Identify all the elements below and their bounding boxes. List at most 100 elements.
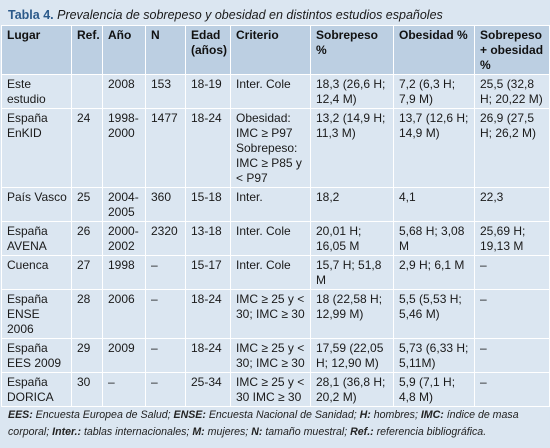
footnote-text: referencia bibliográfica. xyxy=(373,426,487,438)
cell-criterio: IMC ≥ 25 y < 30; IMC ≥ 30 xyxy=(230,338,311,373)
cell-sobrepeso: 17,59 (22,05 H; 12,90 M) xyxy=(310,338,394,373)
cell-criterio: Obesidad: IMC ≥ P97 Sobrepeso: IMC ≥ P85… xyxy=(230,108,311,188)
cell-sobrepeso-obesidad: – xyxy=(474,338,550,373)
cell-lugar: España AVENA xyxy=(1,221,72,256)
table-header-row: Lugar Ref. Año N Edad (años) Criterio So… xyxy=(1,25,550,75)
cell-sobrepeso: 15,7 H; 51,8 M xyxy=(310,255,394,290)
header-lugar: Lugar xyxy=(1,25,72,75)
cell-sobrepeso: 18,2 xyxy=(310,187,394,222)
footnote-abbr: M: xyxy=(192,426,205,438)
table-caption: Tabla 4. Prevalencia de sobrepeso y obes… xyxy=(8,6,443,24)
cell-criterio: Inter. Cole xyxy=(230,221,311,256)
cell-ano: 2006 xyxy=(102,289,146,339)
cell-ano: 2009 xyxy=(102,338,146,373)
footnote-abbr: H: xyxy=(359,409,371,421)
cell-sobrepeso-obesidad: – xyxy=(474,289,550,339)
header-ano: Año xyxy=(102,25,146,75)
cell-n: 2320 xyxy=(145,221,186,256)
cell-obesidad: 5,5 (5,53 H; 5,46 M) xyxy=(393,289,475,339)
cell-obesidad: 13,7 (12,6 H; 14,9 M) xyxy=(393,108,475,188)
cell-n: 153 xyxy=(145,74,186,109)
cell-sobrepeso-obesidad: 26,9 (27,5 H; 26,2 M) xyxy=(474,108,550,188)
cell-ref: 24 xyxy=(71,108,103,188)
table-row: España ENSE 2006 28 2006–18-24 IMC ≥ 25 y <… xyxy=(1,289,550,339)
footnote-abbr: EES: xyxy=(8,409,33,421)
cell-edad: 15-17 xyxy=(185,255,231,290)
cell-ref: 30 xyxy=(71,372,103,407)
cell-obesidad: 4,1 xyxy=(393,187,475,222)
cell-criterio: IMC ≥ 25 y < 30; IMC ≥ 30 xyxy=(230,289,311,339)
caption-title: Prevalencia de sobrepeso y obesidad en d… xyxy=(57,8,443,22)
cell-edad: 18-24 xyxy=(185,289,231,339)
cell-ref: 25 xyxy=(71,187,103,222)
cell-edad: 25-34 xyxy=(185,372,231,407)
cell-lugar: España DORICA xyxy=(1,372,72,407)
cell-obesidad: 5,9 (7,1 H; 4,8 M) xyxy=(393,372,475,407)
cell-obesidad: 2,9 H; 6,1 M xyxy=(393,255,475,290)
caption-label: Tabla 4. xyxy=(8,8,54,22)
table-row: Cuenca 27 1998–15-17 Inter. Cole 15,7 H; 51,… xyxy=(1,255,550,290)
cell-ref: 29 xyxy=(71,338,103,373)
cell-obesidad: 7,2 (6,3 H; 7,9 M) xyxy=(393,74,475,109)
cell-n: – xyxy=(145,372,186,407)
footnote-abbr: N: xyxy=(251,426,263,438)
cell-sobrepeso: 28,1 (36,8 H; 20,2 M) xyxy=(310,372,394,407)
footnote-text: Encuesta Nacional de Sanidad; xyxy=(205,409,360,421)
cell-n: – xyxy=(145,255,186,290)
footnote-abbr: ENSE: xyxy=(173,409,206,421)
cell-ref: 27 xyxy=(71,255,103,290)
header-ref: Ref. xyxy=(71,25,103,75)
footnote-abbr: Ref.: xyxy=(350,426,374,438)
cell-edad: 18-24 xyxy=(185,338,231,373)
cell-ano: 1998 xyxy=(102,255,146,290)
footnote-text: hombres; xyxy=(370,409,421,421)
cell-sobrepeso-obesidad: 25,5 (32,8 H; 20,22 M) xyxy=(474,74,550,109)
cell-sobrepeso: 13,2 (14,9 H; 11,3 M) xyxy=(310,108,394,188)
cell-lugar: País Vasco xyxy=(1,187,72,222)
footnote-abbr: IMC: xyxy=(420,409,444,421)
cell-obesidad: 5,73 (6,33 H; 5,11M) xyxy=(393,338,475,373)
cell-ano: 2000-2002 xyxy=(102,221,146,256)
cell-lugar: Cuenca xyxy=(1,255,72,290)
footnote-text: índice de masa corporal; xyxy=(8,409,519,438)
footnote-text: tamaño muestral; xyxy=(262,426,351,438)
table-footnote: EES: Encuesta Europea de Salud; ENSE: En… xyxy=(8,407,544,441)
cell-ano: 1998-2000 xyxy=(102,108,146,188)
cell-lugar: España ENSE 2006 xyxy=(1,289,72,339)
header-edad: Edad (años) xyxy=(185,25,231,75)
cell-ref xyxy=(71,74,103,109)
header-obesidad: Obesidad % xyxy=(393,25,475,75)
table-row: España EnKID 24 1998-2000 1477 18-24 Obesidad… xyxy=(1,108,550,188)
cell-ref: 26 xyxy=(71,221,103,256)
cell-sobrepeso-obesidad: – xyxy=(474,372,550,407)
cell-sobrepeso: 20,01 H; 16,05 M xyxy=(310,221,394,256)
header-criterio: Criterio xyxy=(230,25,311,75)
table-row: España EES 2009 29 2009–18-24 IMC ≥ 25 y < … xyxy=(1,338,550,373)
cell-sobrepeso-obesidad: 25,69 H; 19,13 M xyxy=(474,221,550,256)
cell-sobrepeso-obesidad: 22,3 xyxy=(474,187,550,222)
table-row: España AVENA 26 2000-2002 2320 13-18 Inter. C… xyxy=(1,221,550,256)
cell-edad: 13-18 xyxy=(185,221,231,256)
cell-n: – xyxy=(145,289,186,339)
cell-lugar: España EnKID xyxy=(1,108,72,188)
cell-criterio: Inter. Cole xyxy=(230,255,311,290)
cell-criterio: Inter. xyxy=(230,187,311,222)
cell-edad: 18-24 xyxy=(185,108,231,188)
cell-obesidad: 5,68 H; 3,08 M xyxy=(393,221,475,256)
cell-lugar: España EES 2009 xyxy=(1,338,72,373)
cell-n: – xyxy=(145,338,186,373)
footnote-text: tablas internacionales; xyxy=(81,426,193,438)
footnote-text: mujeres; xyxy=(204,426,252,438)
header-sobrepeso-obesidad: Sobrepeso + obesidad % xyxy=(474,25,550,75)
table-body: Este estudio 2008 153 18-19 Inter. Cole 18,3 … xyxy=(1,74,550,407)
cell-sobrepeso: 18 (22,58 H; 12,99 M) xyxy=(310,289,394,339)
cell-edad: 15-18 xyxy=(185,187,231,222)
cell-lugar: Este estudio xyxy=(1,74,72,109)
header-n: N xyxy=(145,25,186,75)
table-row: Este estudio 2008 153 18-19 Inter. Cole 18,3 … xyxy=(1,74,550,109)
footnote-abbr: Inter.: xyxy=(52,426,82,438)
cell-n: 360 xyxy=(145,187,186,222)
cell-sobrepeso: 18,3 (26,6 H; 12,4 M) xyxy=(310,74,394,109)
cell-criterio: Inter. Cole xyxy=(230,74,311,109)
